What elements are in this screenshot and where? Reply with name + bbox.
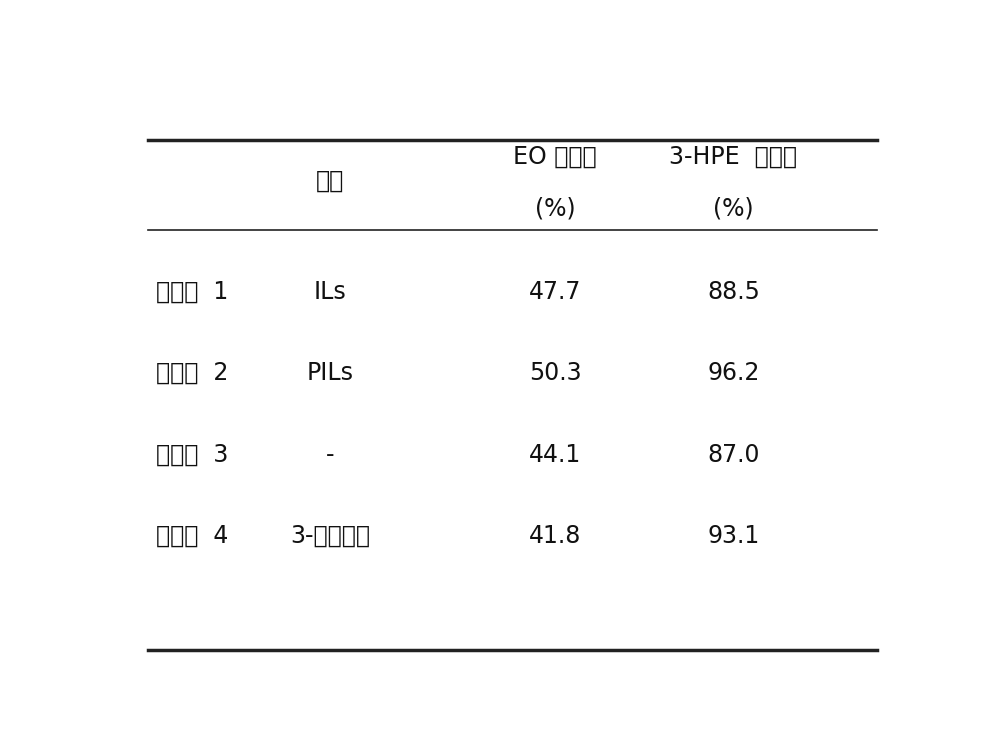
Text: 44.1: 44.1 — [529, 442, 581, 466]
Text: 50.3: 50.3 — [529, 361, 581, 385]
Text: 实施例  4: 实施例 4 — [156, 524, 228, 548]
Text: 3-羟基吵啊: 3-羟基吵啊 — [290, 524, 370, 548]
Text: -: - — [326, 442, 335, 466]
Text: 87.0: 87.0 — [707, 442, 760, 466]
Text: 93.1: 93.1 — [707, 524, 760, 548]
Text: 41.8: 41.8 — [529, 524, 581, 548]
Text: EO 转化率: EO 转化率 — [513, 144, 597, 169]
Text: ILs: ILs — [314, 280, 347, 304]
Text: 实施例  1: 实施例 1 — [156, 280, 228, 304]
Text: 47.7: 47.7 — [529, 280, 581, 304]
Text: 实施例  3: 实施例 3 — [156, 442, 228, 466]
Text: 助剂: 助剂 — [316, 169, 344, 193]
Text: (%): (%) — [535, 197, 575, 220]
Text: 3-HPE  选择性: 3-HPE 选择性 — [669, 144, 797, 169]
Text: PILs: PILs — [307, 361, 354, 385]
Text: 实施例  2: 实施例 2 — [156, 361, 228, 385]
Text: 96.2: 96.2 — [707, 361, 760, 385]
Text: 88.5: 88.5 — [707, 280, 760, 304]
Text: (%): (%) — [713, 197, 754, 220]
